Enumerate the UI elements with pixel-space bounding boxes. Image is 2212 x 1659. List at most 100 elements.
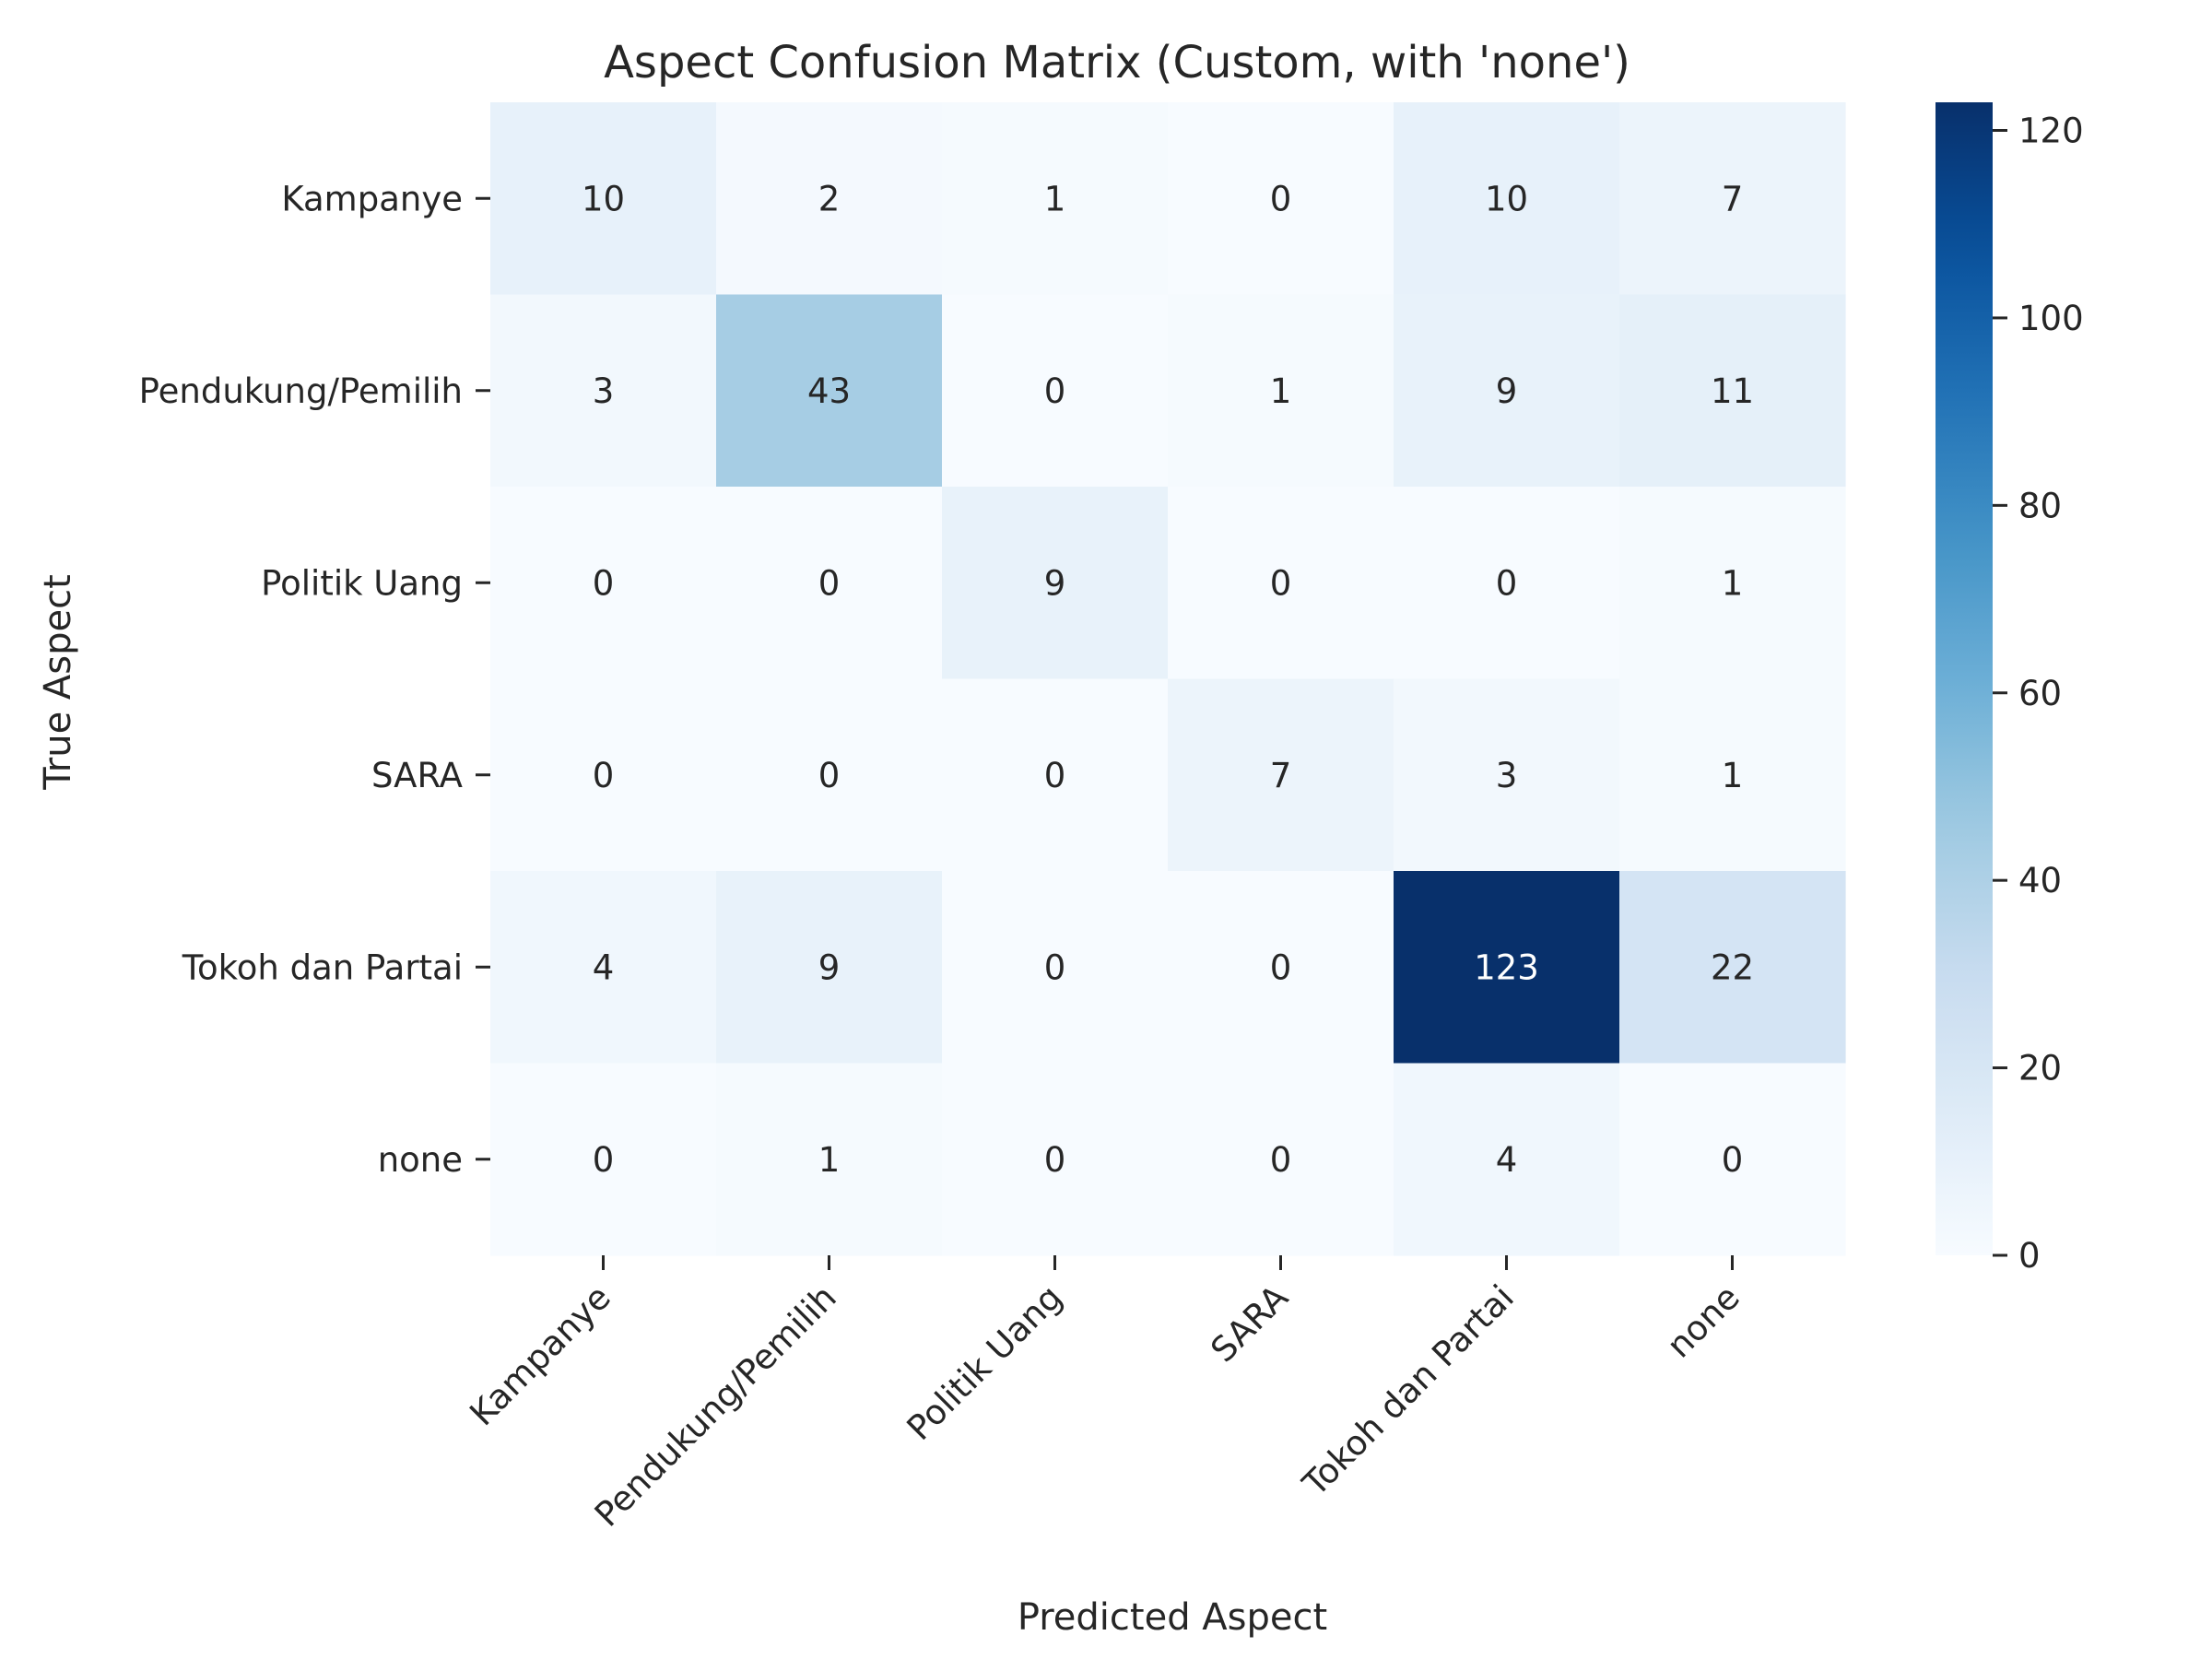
cell-value-label: 0	[1044, 947, 1066, 987]
cell-value-label: 4	[1496, 1140, 1518, 1180]
heatmap-cell	[942, 487, 1169, 680]
cell-value-label: 0	[593, 563, 615, 603]
x-tick-label-sara: SARA	[1203, 1277, 1295, 1370]
heatmap-cells	[490, 102, 1846, 1256]
heatmap-cell	[716, 487, 943, 680]
heatmap-cell	[490, 871, 717, 1065]
cell-value-label: 0	[818, 563, 841, 603]
heatmap-cell	[942, 294, 1169, 488]
cell-value-label: 0	[1044, 756, 1066, 795]
x-tick-label-politik-uang: Politik Uang	[900, 1277, 1070, 1448]
cell-value-label: 11	[1711, 371, 1754, 411]
y-axis-ticks: Kampanye Pendukung/Pemilih Politik Uang SAR…	[139, 179, 490, 1180]
heatmap-cell	[942, 871, 1169, 1065]
heatmap-cell	[1168, 871, 1394, 1065]
heatmap-cell	[490, 294, 717, 488]
cell-value-label: 2	[818, 179, 841, 218]
heatmap-cell	[716, 294, 943, 488]
y-tick-label-kampanye: Kampanye	[281, 179, 463, 218]
cell-value-label: 0	[1270, 1140, 1292, 1180]
y-tick-label-none: none	[378, 1140, 463, 1180]
x-tick-label-tokoh-dan-partai: Tokoh dan Partai	[1295, 1277, 1522, 1504]
heatmap-cell	[1394, 678, 1620, 872]
cell-value-label: 3	[1496, 756, 1518, 795]
heatmap-cell	[942, 1063, 1169, 1256]
heatmap-cell	[1168, 678, 1394, 872]
cell-value-label: 10	[1485, 179, 1528, 218]
cell-value-label: 0	[1722, 1140, 1744, 1180]
cell-value-label: 0	[1270, 563, 1292, 603]
cell-value-label: 0	[1270, 947, 1292, 987]
colorbar-tick-label: 100	[2018, 299, 2084, 338]
cell-value-label: 0	[818, 756, 841, 795]
heatmap-cell	[490, 678, 717, 872]
cell-value-label: 0	[1044, 1140, 1066, 1180]
heatmap-cell	[490, 102, 717, 296]
colorbar-tick-label: 20	[2018, 1049, 2062, 1088]
cell-value-label: 7	[1722, 179, 1744, 218]
heatmap-cell	[1168, 1063, 1394, 1256]
y-tick-label-sara: SARA	[371, 756, 463, 795]
x-axis-label: Predicted Aspect	[1018, 1596, 1327, 1639]
cell-value-label: 22	[1711, 947, 1754, 987]
colorbar-tick-label: 80	[2018, 486, 2062, 525]
cell-value-label: 0	[1270, 179, 1292, 218]
chart-title: Aspect Confusion Matrix (Custom, with 'n…	[604, 37, 1630, 88]
heatmap-cell	[716, 102, 943, 296]
colorbar-tick-label: 40	[2018, 861, 2062, 900]
cell-value-label: 0	[1496, 563, 1518, 603]
heatmap-cell	[1394, 487, 1620, 680]
heatmap-cell	[490, 1063, 717, 1256]
heatmap-cell	[716, 1063, 943, 1256]
y-tick-label-pendukung-pemilih: Pendukung/Pemilih	[139, 371, 463, 411]
heatmap-cell	[942, 102, 1169, 296]
heatmap-cell	[1619, 102, 1846, 296]
heatmap-cell	[1619, 678, 1846, 872]
y-tick-label-politik-uang: Politik Uang	[261, 563, 463, 603]
cell-value-label: 4	[593, 947, 615, 987]
y-tick-label-tokoh-dan-partai: Tokoh dan Partai	[182, 947, 463, 987]
cell-value-label: 9	[1044, 563, 1066, 603]
cell-value-label: 0	[1044, 371, 1066, 411]
cell-value-label: 1	[1722, 756, 1744, 795]
cell-value-label: 123	[1474, 947, 1539, 987]
colorbar-gradient	[1936, 102, 1993, 1255]
cell-value-label: 1	[1270, 371, 1292, 411]
cell-value-label: 7	[1270, 756, 1292, 795]
cell-value-label: 1	[1722, 563, 1744, 603]
x-tick-label-kampanye: Kampanye	[462, 1277, 618, 1433]
heatmap-cell	[1394, 294, 1620, 488]
heatmap-cell	[1394, 102, 1620, 296]
colorbar: 0 20 40 60 80 100 120	[1936, 102, 2084, 1276]
heatmap-cell	[1168, 487, 1394, 680]
colorbar-tick-label: 0	[2018, 1236, 2041, 1276]
heatmap-cell	[1619, 871, 1846, 1065]
heatmap-cell	[716, 871, 943, 1065]
heatmap-cell	[716, 678, 943, 872]
cell-value-label: 9	[818, 947, 841, 987]
heatmap-cell	[1168, 102, 1394, 296]
cell-value-label: 43	[807, 371, 851, 411]
cell-value-label: 1	[818, 1140, 841, 1180]
heatmap-cell	[942, 678, 1169, 872]
heatmap-cell	[490, 487, 717, 680]
cell-annotations: 10 2 1 0 10 73 43 0 1 9 110 0 9 0 0 10 0 0 7 3 14 9 0 0 123 220 1 0…	[582, 179, 1754, 1180]
x-tick-label-none: none	[1659, 1277, 1747, 1366]
cell-value-label: 0	[593, 1140, 615, 1180]
heatmap-cell	[1619, 294, 1846, 488]
colorbar-tick-label: 120	[2018, 112, 2084, 151]
cell-value-label: 0	[593, 756, 615, 795]
heatmap-cell	[1394, 871, 1620, 1065]
heatmap-cell	[1168, 294, 1394, 488]
heatmap-cell	[1619, 1063, 1846, 1256]
colorbar-tick-label: 60	[2018, 674, 2062, 713]
heatmap-cell	[1619, 487, 1846, 680]
cell-value-label: 1	[1044, 179, 1066, 218]
x-tick-label-pendukung-pemilih: Pendukung/Pemilih	[587, 1277, 844, 1535]
cell-value-label: 10	[582, 179, 625, 218]
cell-value-label: 9	[1496, 371, 1518, 411]
cell-value-label: 3	[593, 371, 615, 411]
heatmap-cell	[1394, 1063, 1620, 1256]
